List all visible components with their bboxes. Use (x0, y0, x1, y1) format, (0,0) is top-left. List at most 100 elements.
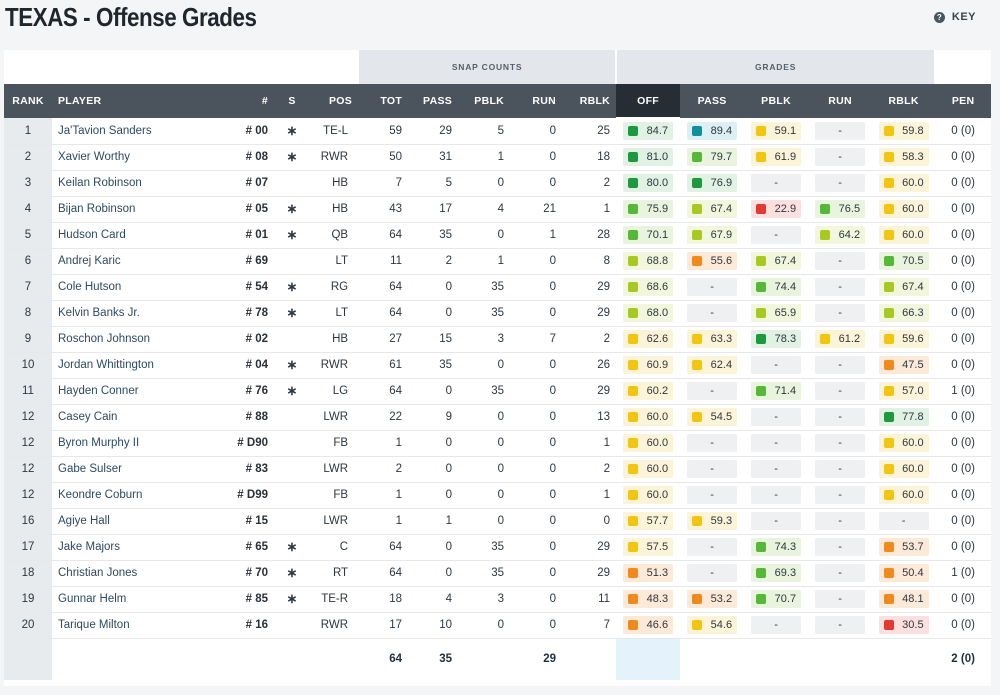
jersey-number-cell: # 54 (224, 274, 274, 301)
hash-symbol: # (245, 151, 256, 163)
player-name-link[interactable]: Gunnar Helm (52, 586, 224, 613)
player-name-link[interactable]: Jake Majors (52, 534, 224, 561)
col-header-grade-run[interactable]: RUN (808, 84, 873, 118)
player-name-link[interactable]: Tarique Milton (52, 612, 224, 639)
rank-cell: 3 (4, 170, 52, 197)
group-snap-counts: SNAP COUNTS (357, 50, 618, 84)
player-name-link[interactable]: Agiye Hall (52, 508, 224, 535)
snap-run-cell: 0 (510, 560, 563, 587)
col-header-starter[interactable]: S (274, 84, 310, 118)
grade-badge: 71.4 (751, 382, 802, 400)
grade-color-indicator-icon (756, 308, 767, 318)
grade-pass-cell: 55.6 (680, 248, 745, 275)
grade-pblk-cell: - (744, 430, 809, 457)
grade-badge: 46.6 (623, 616, 674, 634)
grade-badge: 60.0 (623, 460, 674, 478)
grade-pblk-cell: 69.3 (744, 560, 809, 587)
penalty-cell: 0 (0) (935, 508, 992, 535)
grade-color-indicator-icon (628, 126, 639, 137)
player-name-link[interactable]: Gabe Sulser (52, 456, 224, 483)
player-name-link[interactable]: Byron Murphy II (52, 430, 224, 457)
grade-pass-cell: - (680, 534, 745, 561)
jersey-number: 16 (255, 619, 268, 631)
grade-value: 62.6 (646, 333, 669, 345)
grade-color-indicator-icon (692, 334, 703, 344)
grade-value: - (838, 515, 842, 527)
player-name-link[interactable]: Roschon Johnson (52, 326, 224, 353)
snap-run-cell: 0 (510, 300, 563, 327)
key-button[interactable]: ? KEY (933, 11, 976, 23)
col-header-grade-pblk[interactable]: PBLK (744, 84, 809, 118)
grade-color-indicator-icon (756, 282, 767, 292)
player-name-link[interactable]: Casey Cain (52, 404, 224, 431)
player-name-link[interactable]: Keilan Robinson (52, 170, 224, 197)
col-header-snap-tot[interactable]: TOT (358, 84, 409, 118)
jersey-number: 88 (255, 411, 268, 423)
player-name-link[interactable]: Bijan Robinson (52, 196, 224, 223)
player-name-link[interactable]: Jordan Whittington (52, 352, 224, 379)
table-row: 10 Jordan Whittington # 04 ∗ RWR 61 35 0 0 26 60.9… (4, 352, 992, 379)
col-header-snap-pblk[interactable]: PBLK (458, 84, 511, 118)
grade-pass-cell: 59.3 (680, 508, 745, 535)
player-name-link[interactable]: Xavier Worthy (52, 144, 224, 171)
col-header-pos[interactable]: POS (310, 84, 359, 118)
snap-tot-cell: 59 (358, 118, 409, 145)
player-name-link[interactable]: Hudson Card (52, 222, 224, 249)
hash-symbol: # (245, 255, 256, 267)
grade-pass-cell: 54.5 (680, 404, 745, 431)
grade-value: 62.4 (710, 359, 733, 371)
starter-cell (274, 170, 310, 197)
player-name-link[interactable]: Kelvin Banks Jr. (52, 300, 224, 327)
grade-color-indicator-icon (883, 334, 894, 344)
col-header-grade-rblk[interactable]: RBLK (872, 84, 936, 118)
snap-rblk-cell: 0 (562, 508, 617, 535)
player-name-link[interactable]: Hayden Conner (52, 378, 224, 405)
grade-color-indicator-icon (883, 256, 894, 266)
snap-tot-cell: 22 (358, 404, 409, 431)
col-header-pen[interactable]: PEN (935, 84, 992, 118)
snap-pass-cell: 35 (408, 222, 459, 249)
grade-badge: 48.1 (878, 590, 929, 608)
grade-badge: 67.4 (878, 278, 929, 296)
grade-run-cell: - (808, 508, 873, 535)
col-header-player[interactable]: PLAYER (52, 84, 224, 118)
hash-symbol: # (245, 333, 256, 345)
col-header-grade-off[interactable]: OFF (616, 84, 681, 119)
grade-badge: 60.0 (623, 408, 674, 426)
col-header-rank[interactable]: RANK (4, 84, 52, 118)
grade-value: 70.5 (902, 255, 924, 267)
snap-pblk-cell: 0 (458, 404, 511, 431)
jersey-number: 76 (255, 385, 268, 397)
player-name-link[interactable]: Keondre Coburn (52, 482, 224, 509)
snap-rblk-cell: 1 (562, 430, 617, 457)
snap-pass-cell: 35 (408, 352, 459, 379)
grade-value: 89.4 (710, 124, 733, 137)
col-header-grade-pass[interactable]: PASS (680, 84, 745, 118)
player-name-link[interactable]: Christian Jones (52, 560, 224, 587)
snap-tot-cell: 64 (358, 222, 409, 249)
grade-color-indicator-icon (628, 308, 639, 318)
grade-value: 76.5 (838, 203, 861, 215)
grade-color-indicator-icon (628, 490, 639, 500)
table-row: 17 Jake Majors # 65 ∗ C 64 0 35 0 29 57.5-74.3-53.… (4, 534, 992, 561)
snap-pass-cell: 0 (408, 378, 459, 405)
snap-pblk-cell: 35 (458, 534, 511, 561)
grade-pass-cell: - (680, 300, 745, 327)
col-header-snap-pass[interactable]: PASS (408, 84, 459, 118)
col-header-snap-rblk[interactable]: RBLK (562, 84, 617, 118)
hash-symbol: # (245, 593, 256, 605)
rank-cell: 12 (4, 430, 52, 457)
grade-value: 60.0 (646, 411, 669, 423)
col-header-snap-run[interactable]: RUN (510, 84, 563, 118)
snap-run-cell: 0 (510, 144, 563, 171)
player-name-link[interactable]: Cole Hutson (52, 274, 224, 301)
starter-cell: ∗ (274, 378, 310, 405)
rank-cell: 10 (4, 352, 52, 379)
table-row: 19 Gunnar Helm # 85 ∗ TE-R 18 4 3 0 11 48.3 53.2 70.… (4, 586, 992, 613)
player-name-link[interactable]: Andrej Karic (52, 248, 224, 275)
grade-color-indicator-icon (883, 204, 894, 214)
grade-value: - (838, 124, 842, 137)
grade-badge: 68.0 (623, 304, 674, 322)
player-name-link[interactable]: Ja'Tavion Sanders (52, 118, 224, 145)
col-header-number[interactable]: # (224, 84, 274, 118)
